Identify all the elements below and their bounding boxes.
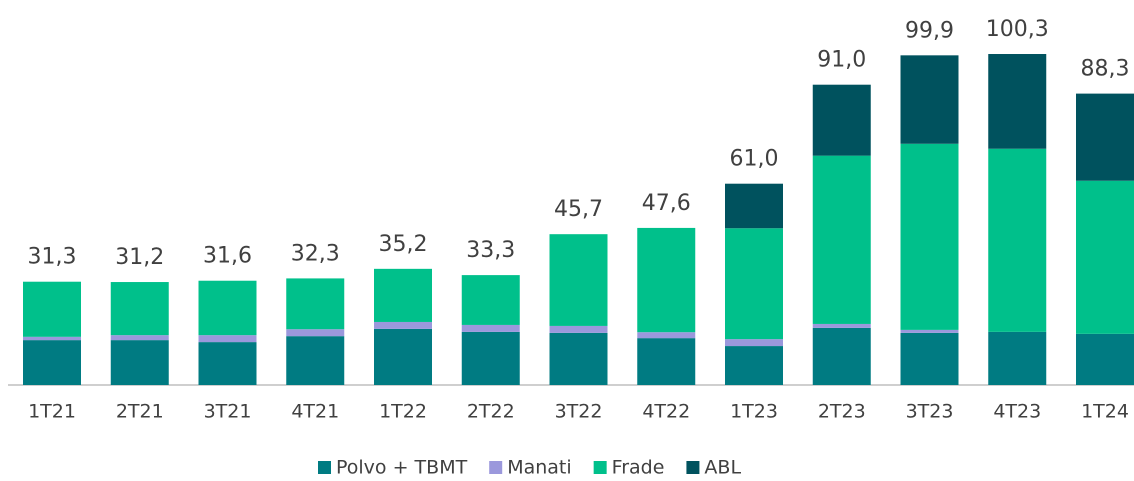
legend-label: Polvo + TBMT <box>336 457 468 479</box>
total-label: 45,7 <box>554 197 603 222</box>
bar-segment <box>198 335 257 343</box>
x-tick-label: 2T23 <box>818 401 866 423</box>
total-label: 31,2 <box>115 245 164 270</box>
bar-segment <box>198 342 257 385</box>
bar-segment <box>374 321 432 329</box>
bar-segment <box>286 336 345 385</box>
bar-segment <box>812 84 871 156</box>
bar-segment <box>988 54 1047 149</box>
bar-segment <box>988 331 1047 385</box>
x-tick-label: 2T22 <box>467 401 515 423</box>
total-label: 47,6 <box>642 191 691 216</box>
bar-segment <box>900 143 959 330</box>
bar-segment <box>1076 180 1134 334</box>
bar-segment <box>725 183 783 229</box>
total-label: 88,3 <box>1081 57 1130 82</box>
legend-swatch <box>593 461 607 474</box>
x-tick-label: 1T22 <box>379 401 427 423</box>
bar-segment <box>1076 93 1134 181</box>
x-tick-label: 4T22 <box>642 401 690 423</box>
bar-segment <box>637 227 696 333</box>
x-tick-label: 1T24 <box>1081 401 1129 423</box>
x-tick-label: 3T23 <box>906 401 954 423</box>
bar-segment <box>461 331 520 385</box>
bar-segment <box>812 327 871 385</box>
total-label: 32,3 <box>291 241 340 266</box>
x-tick-label: 3T22 <box>555 401 603 423</box>
bar-segment <box>549 325 608 333</box>
bar-segment <box>23 340 81 385</box>
legend-label: Frade <box>612 457 665 479</box>
bar-segment <box>725 346 783 385</box>
bar-segment <box>461 275 520 325</box>
legend-swatch <box>686 461 700 474</box>
bar-segment <box>812 155 871 324</box>
x-tick-label: 3T21 <box>204 401 252 423</box>
bar-segment <box>286 329 345 337</box>
total-label: 61,0 <box>730 147 779 172</box>
bar-segment <box>549 234 608 326</box>
bar-segment <box>374 328 432 385</box>
bar-segment <box>110 335 169 341</box>
x-tick-label: 4T21 <box>291 401 339 423</box>
total-label: 35,2 <box>379 232 428 257</box>
bar-segment <box>725 228 783 340</box>
bar-segment <box>23 281 81 337</box>
bar-segment <box>549 332 608 385</box>
bar-segment <box>286 278 345 330</box>
bar-segment <box>900 332 959 385</box>
bar-segment <box>198 280 257 336</box>
legend-label: ABL <box>704 457 741 479</box>
total-label: 99,9 <box>905 18 954 43</box>
bar-segment <box>110 340 169 385</box>
total-label: 100,3 <box>986 17 1049 42</box>
x-tick-label: 4T23 <box>993 401 1041 423</box>
legend-label: Manati <box>507 457 571 479</box>
total-label: 33,3 <box>466 238 515 263</box>
total-label: 91,0 <box>817 48 866 73</box>
x-tick-label: 2T21 <box>116 401 164 423</box>
bar-segment <box>900 55 959 144</box>
total-label: 31,3 <box>28 245 77 270</box>
legend-swatch <box>318 461 331 474</box>
bar-segment <box>900 329 959 333</box>
total-label: 31,6 <box>203 244 252 269</box>
bar-segment <box>812 323 871 328</box>
bar-segment <box>461 324 520 332</box>
x-tick-label: 1T21 <box>28 401 76 423</box>
bar-segment <box>637 338 696 385</box>
bar-segment <box>110 282 169 336</box>
legend-swatch <box>489 461 503 474</box>
bar-segment <box>637 332 696 339</box>
bar-segment <box>725 339 783 347</box>
bar-segment <box>23 336 81 341</box>
bar-segment <box>988 148 1047 332</box>
x-tick-label: 1T23 <box>730 401 778 423</box>
bar-segment <box>374 268 432 322</box>
bar-segment <box>1076 333 1134 385</box>
